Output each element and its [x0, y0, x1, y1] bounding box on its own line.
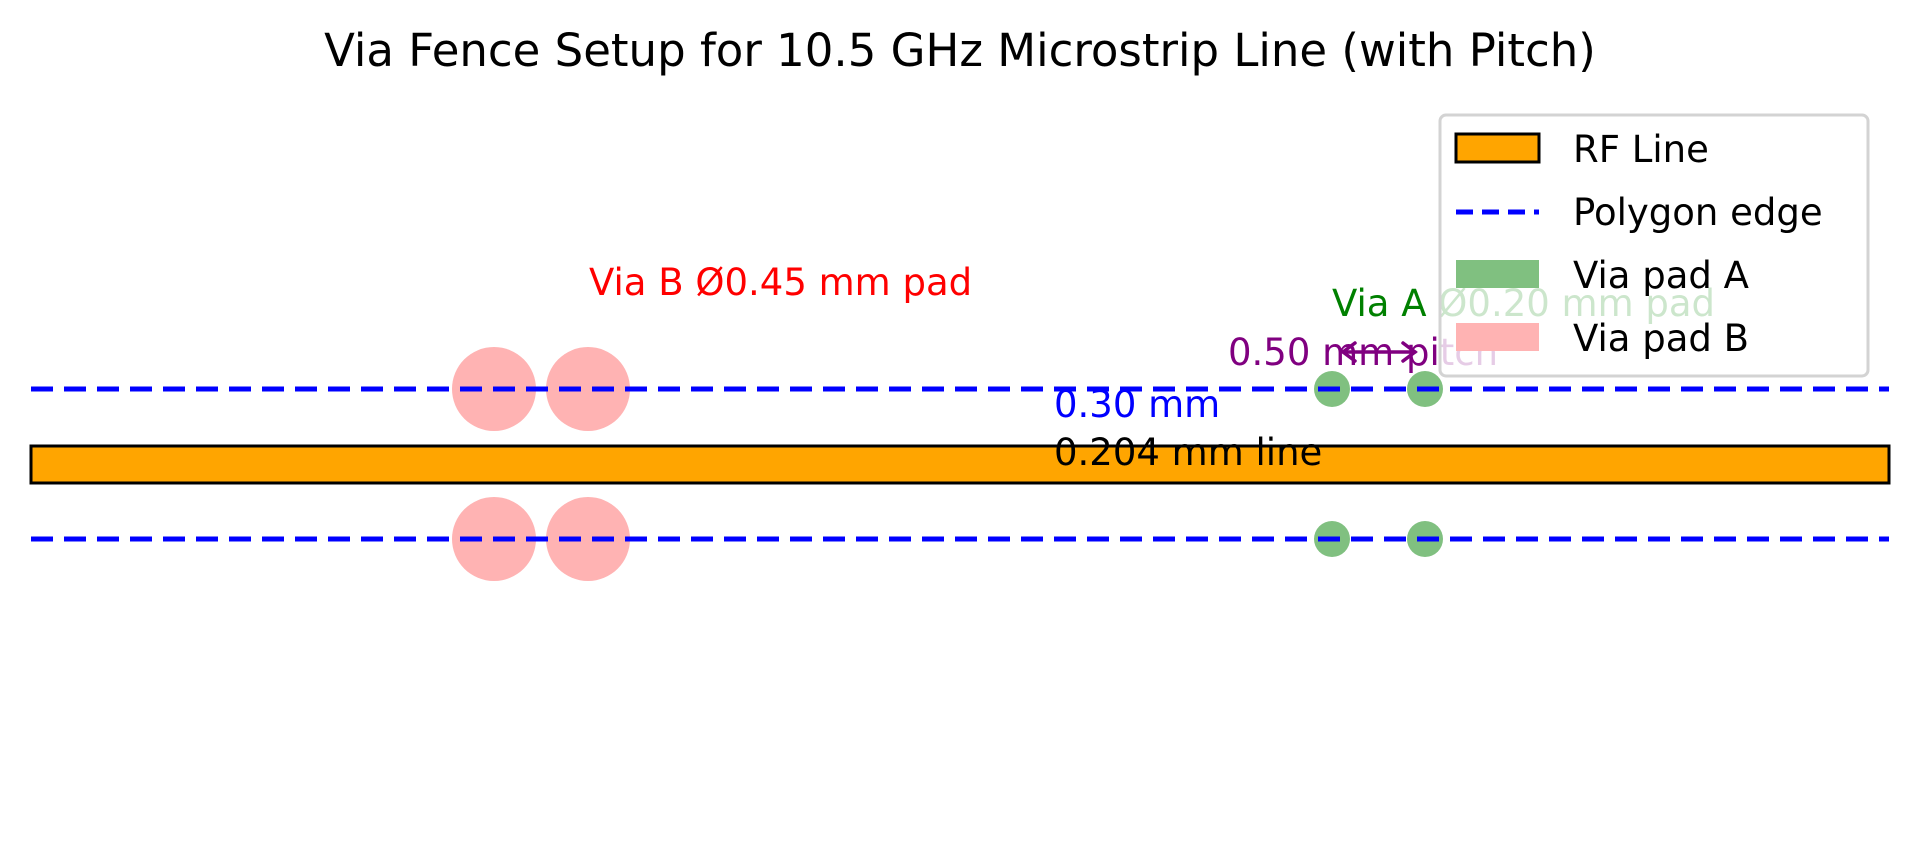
pitch-arrow — [1340, 341, 1418, 363]
rf-line — [29, 444, 1891, 485]
gap-label: 0.30 mm — [1054, 383, 1220, 426]
legend-via-pad-b-label: Via pad B — [1573, 317, 1749, 360]
legend-via-pad-b-swatch — [1456, 323, 1539, 351]
legend-rf-line-swatch — [1454, 132, 1541, 164]
legend-rf-line-label: RF Line — [1573, 128, 1709, 171]
line-width-label: 0.204 mm line — [1054, 431, 1322, 474]
legend-via-pad-a-swatch — [1456, 260, 1539, 288]
legend-box — [1438, 113, 1870, 378]
via-b-pad — [546, 497, 630, 581]
legend-via-pad-a-label: Via pad A — [1573, 254, 1749, 297]
diagram-title: Via Fence Setup for 10.5 GHz Microstrip … — [324, 24, 1596, 77]
via-b-pad — [546, 347, 630, 431]
legend-polygon-edge-label: Polygon edge — [1573, 191, 1823, 234]
via-b-pads — [452, 347, 630, 581]
via-b-label: Via B Ø0.45 mm pad — [589, 261, 972, 304]
legend: RF Line Polygon edge Via pad A Via pad B — [1438, 113, 1870, 378]
